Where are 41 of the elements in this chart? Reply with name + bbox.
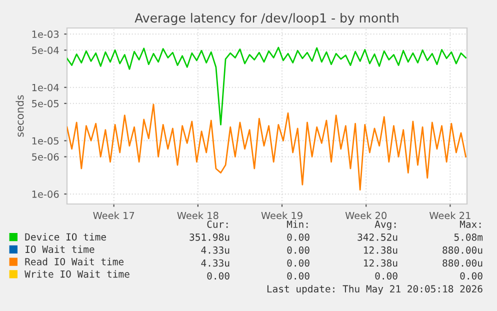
text: 0.00 xyxy=(207,272,230,280)
y-tick-label: 1e-04 xyxy=(32,84,59,92)
text: 0.00 xyxy=(287,233,310,241)
x-tick-label: Week 18 xyxy=(177,212,218,220)
y-tick-label: 5e-05 xyxy=(32,100,59,108)
y-tick-label: 5e-06 xyxy=(32,153,59,161)
text: 4.33u xyxy=(201,259,230,267)
y-tick-label: 1e-06 xyxy=(32,190,59,198)
text: 880.00u xyxy=(442,259,482,267)
text: 0.00 xyxy=(375,272,398,280)
text: Max: xyxy=(460,220,481,228)
text: 880.00u xyxy=(442,246,482,254)
line-series xyxy=(67,104,466,190)
y-tick-label: 1e-05 xyxy=(32,137,59,145)
text: 12.38u xyxy=(364,259,398,267)
y-tick-label: 1e-03 xyxy=(32,30,59,38)
y-tick-label: 5e-04 xyxy=(32,46,59,54)
x-tick-label: Week 17 xyxy=(93,212,134,220)
chart-title: Average latency for /dev/loop1 - by month xyxy=(134,12,398,26)
legend-label: Read IO Wait time xyxy=(25,258,124,266)
legend-label: Device IO time xyxy=(25,233,106,241)
line-series xyxy=(67,46,466,126)
legend-label: Write IO Wait time xyxy=(24,270,130,278)
x-tick-label: Week 20 xyxy=(345,212,386,220)
legend-label: IO Wait time xyxy=(26,245,94,253)
x-tick-label: Week 21 xyxy=(429,212,470,220)
text: 342.52u xyxy=(358,233,398,241)
text: 5.08m xyxy=(454,233,483,241)
text: Cur: xyxy=(207,220,228,228)
text: 0.00 xyxy=(287,246,310,254)
text: Avg: xyxy=(374,220,396,230)
text: 12.38u xyxy=(364,246,398,254)
text: Last update: Thu May 21 20:05:18 2026 xyxy=(267,284,482,294)
text: 4.33u xyxy=(201,246,230,254)
text: 0.00 xyxy=(287,259,310,267)
text: 351.98u xyxy=(190,233,230,241)
text: 0.00 xyxy=(287,272,310,280)
text: Min: xyxy=(286,220,308,228)
y-axis-title: seconds xyxy=(16,95,24,137)
x-tick-label: Week 19 xyxy=(261,212,302,220)
text: 0.00 xyxy=(460,272,482,280)
